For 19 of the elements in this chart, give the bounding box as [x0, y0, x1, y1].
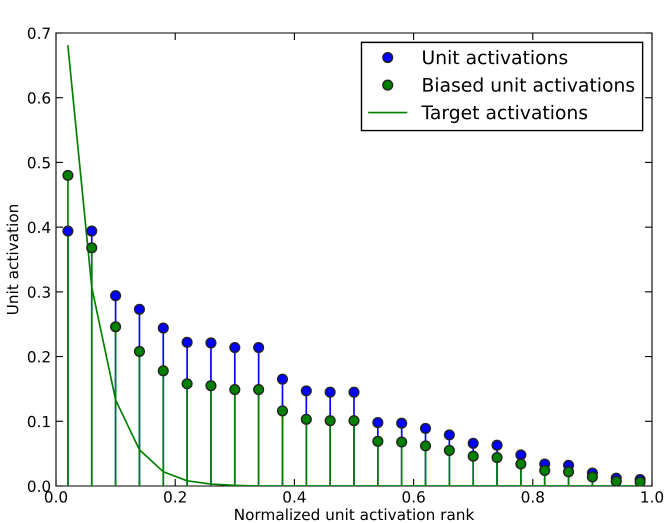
x-tick-label: 0.4 — [283, 491, 306, 503]
legend-label: Biased unit activations — [423, 77, 634, 92]
y-axis-title: Unit activation — [6, 204, 18, 314]
y-tick-label: 0.6 — [28, 92, 50, 104]
y-tick-label: 0.7 — [28, 27, 50, 40]
y-tick-label: 0.4 — [28, 222, 50, 234]
x-tick-label: 0.2 — [164, 491, 186, 503]
x-tick-label: 1.0 — [642, 491, 664, 503]
x-tick-label: 0.8 — [522, 491, 544, 503]
y-tick-label: 0.2 — [28, 351, 50, 363]
x-tick-label: 0.0 — [44, 491, 68, 503]
y-tick-label: 0.1 — [28, 416, 50, 428]
y-tick-label: 0.0 — [28, 480, 50, 492]
y-tick-label: 0.5 — [28, 156, 50, 168]
legend-label: Target activations — [421, 104, 588, 124]
x-axis-title: Normalized unit activation rank — [235, 508, 474, 520]
legend-label: Unit activations — [423, 50, 568, 64]
y-tick-label: 0.3 — [28, 286, 50, 298]
x-tick-label: 0.6 — [402, 491, 425, 503]
